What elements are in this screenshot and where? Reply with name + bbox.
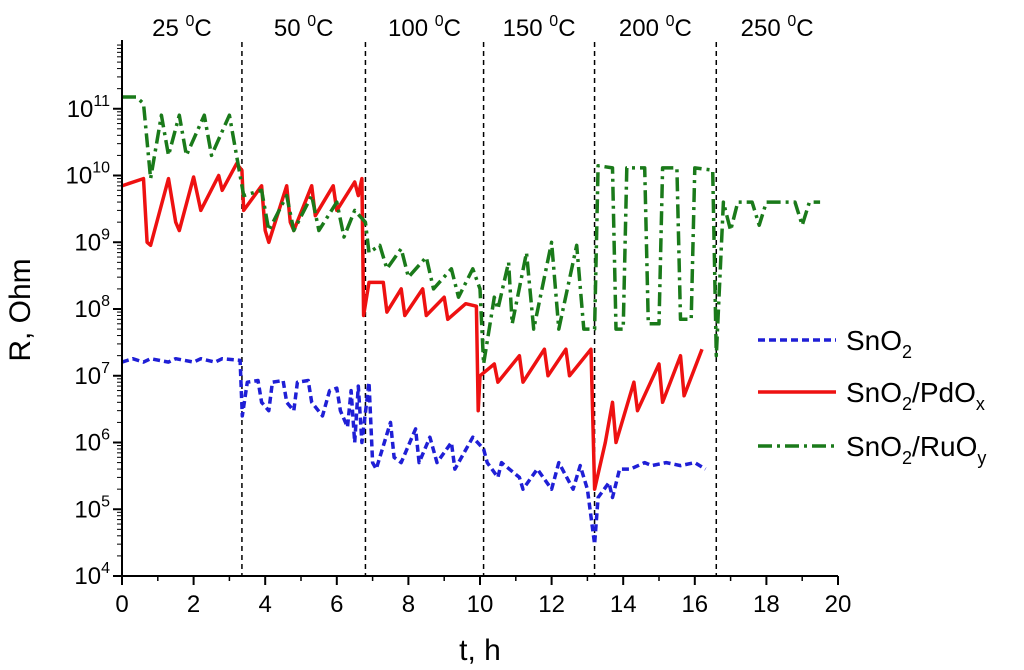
x-tick-label: 16 <box>681 591 708 618</box>
x-tick-label: 20 <box>825 591 852 618</box>
temperature-zone-label: 25 0C <box>152 13 212 42</box>
series-line <box>122 95 821 366</box>
y-tick-label: 104 <box>74 560 110 590</box>
temperature-zone-label: 50 0C <box>274 13 334 42</box>
temperature-zone-label: 200 0C <box>619 13 692 42</box>
x-tick-label: 12 <box>538 591 565 618</box>
y-tick-label: 105 <box>74 493 110 523</box>
y-tick-label: 1010 <box>66 160 111 190</box>
x-tick-label: 18 <box>753 591 780 618</box>
x-tick-label: 14 <box>610 591 637 618</box>
legend: SnO2 SnO2/PdOx SnO2/RuOy <box>758 325 986 468</box>
temperature-zones: 25 0C 50 0C 100 0C 150 0C 200 0C 250 0C <box>152 13 814 576</box>
x-tick-label: 0 <box>115 591 128 618</box>
y-axis-label: R, Ohm <box>4 258 37 361</box>
y-tick-label: 1011 <box>67 93 110 123</box>
legend-label: SnO2/RuOy <box>846 431 986 468</box>
legend-label: SnO2/PdOx <box>846 377 985 414</box>
temperature-zone-label: 150 0C <box>503 13 576 42</box>
x-tick-label: 2 <box>187 591 200 618</box>
x-axis-label: t, h <box>459 634 501 667</box>
x-tick-label: 10 <box>467 591 494 618</box>
legend-label: SnO2 <box>846 325 912 362</box>
x-tick-label: 4 <box>259 591 272 618</box>
y-tick-label: 108 <box>74 293 110 323</box>
x-tick-label: 8 <box>402 591 415 618</box>
axes: 0 2 4 6 8 10 12 14 16 18 20 104 105 106 107 108 109 1010 1… <box>66 40 852 618</box>
temperature-zone-label: 100 0C <box>388 13 461 42</box>
y-tick-label: 109 <box>74 226 110 256</box>
series-lines <box>122 95 821 546</box>
series-line <box>122 356 707 546</box>
y-tick-label: 106 <box>74 427 110 457</box>
x-tick-label: 6 <box>330 591 343 618</box>
y-tick-label: 107 <box>74 360 110 390</box>
temperature-zone-label: 250 0C <box>741 13 814 42</box>
series-line <box>122 161 704 491</box>
